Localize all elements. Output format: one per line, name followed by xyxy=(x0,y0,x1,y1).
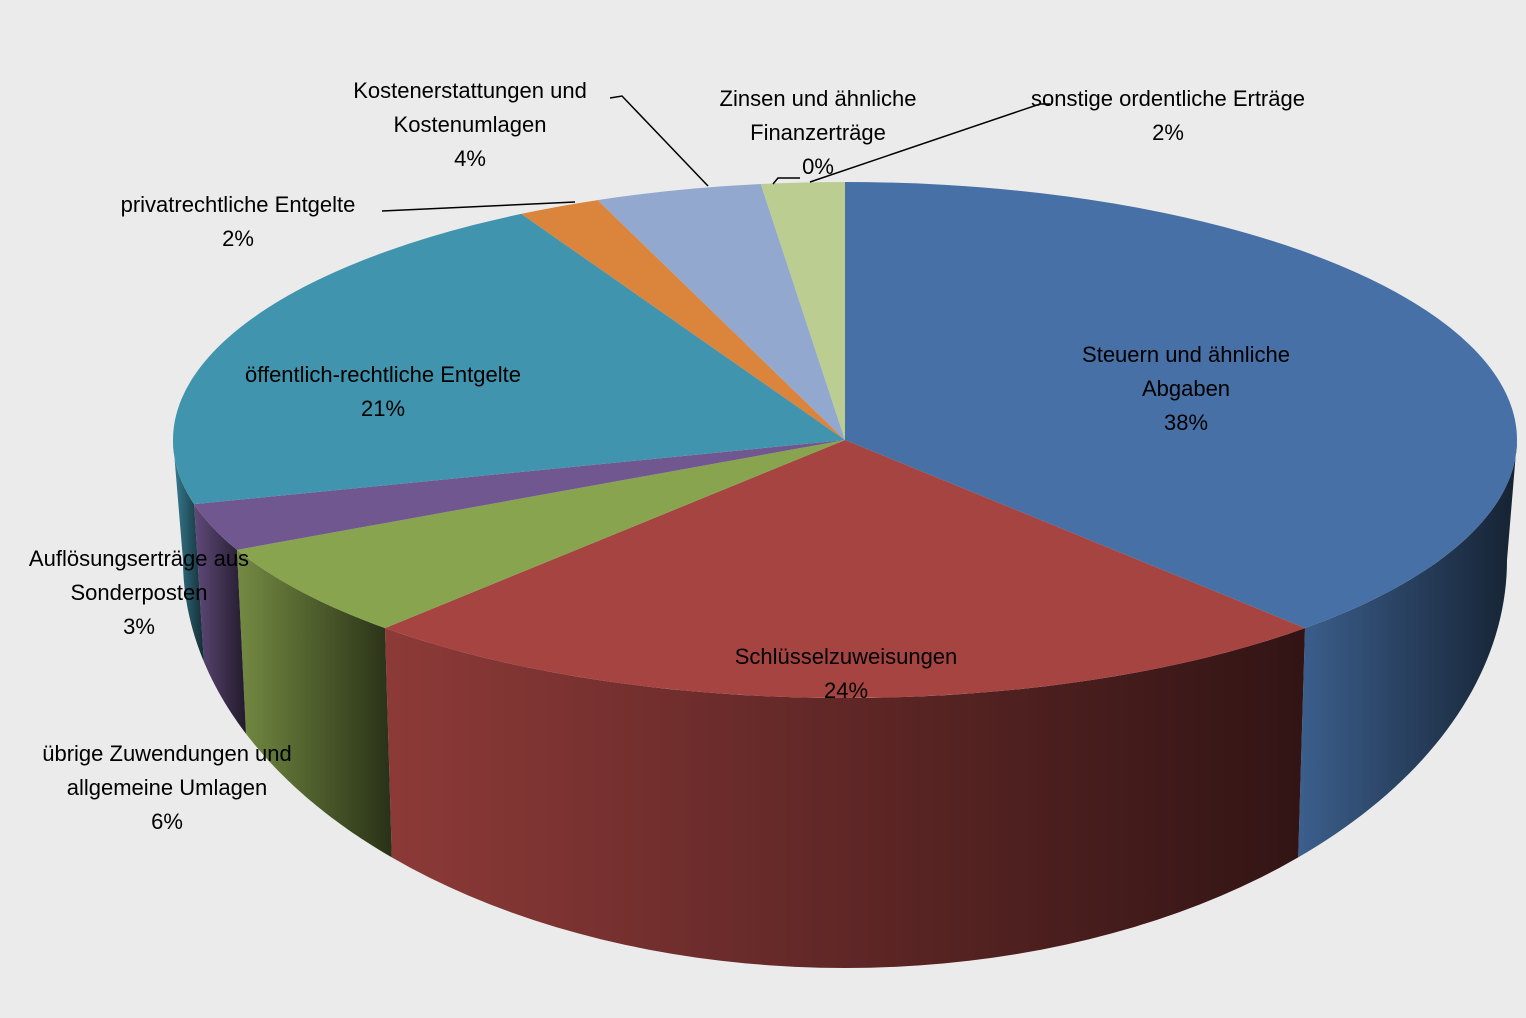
data-label: übrige Zuwendungen und allgemeine Umlage… xyxy=(7,737,327,839)
leader-line xyxy=(609,95,709,187)
data-label: Steuern und ähnliche Abgaben 38% xyxy=(1036,338,1336,440)
slice xyxy=(521,200,845,440)
slice-side xyxy=(384,628,1306,968)
slice xyxy=(173,213,845,505)
label-name: privatrechtliche Entgelte xyxy=(120,192,356,217)
data-label: öffentlich-rechtliche Entgelte 21% xyxy=(243,358,523,426)
label-value: 24% xyxy=(823,678,869,703)
label-value: 21% xyxy=(360,396,406,421)
label-name: Schlüsselzuweisungen xyxy=(734,644,958,669)
slice-side xyxy=(236,549,392,858)
slice xyxy=(760,182,845,440)
slice xyxy=(597,184,845,440)
leader-line xyxy=(809,103,1050,183)
label-value: 3% xyxy=(123,614,155,639)
label-name: Kostenerstattungen und Kostenumlagen xyxy=(353,78,587,137)
data-label: sonstige ordentliche Erträge 2% xyxy=(1028,82,1308,150)
label-name: Auflösungserträge aus Sonderposten xyxy=(28,546,250,605)
label-name: sonstige ordentliche Erträge xyxy=(1031,86,1305,111)
slice xyxy=(845,182,1518,629)
label-value: 6% xyxy=(151,809,183,834)
label-name: öffentlich-rechtliche Entgelte xyxy=(245,362,521,387)
label-value: 2% xyxy=(222,226,254,251)
label-name: übrige Zuwendungen und allgemeine Umlage… xyxy=(42,741,292,800)
data-label: Schlüsselzuweisungen 24% xyxy=(686,640,1006,708)
data-label: Zinsen und ähnliche Finanzerträge 0% xyxy=(698,82,938,184)
slice-side xyxy=(173,440,204,662)
label-name: Zinsen und ähnliche Finanzerträge xyxy=(719,86,917,145)
data-label: Kostenerstattungen und Kostenumlagen 4% xyxy=(320,74,620,176)
label-value: 4% xyxy=(454,146,486,171)
label-value: 0% xyxy=(802,154,834,179)
slice-side xyxy=(194,504,247,734)
data-label: privatrechtliche Entgelte 2% xyxy=(78,188,398,256)
leader-lines xyxy=(381,95,1050,212)
slice-side xyxy=(1298,440,1517,858)
label-name: Steuern und ähnliche Abgaben xyxy=(1082,342,1290,401)
leader-line xyxy=(381,201,576,212)
slice xyxy=(236,440,845,629)
label-value: 38% xyxy=(1163,410,1209,435)
slice xyxy=(384,440,1306,699)
leader-line xyxy=(772,177,800,185)
data-label: Auflösungserträge aus Sonderposten 3% xyxy=(0,542,279,644)
label-value: 2% xyxy=(1152,120,1184,145)
slice xyxy=(194,440,845,550)
